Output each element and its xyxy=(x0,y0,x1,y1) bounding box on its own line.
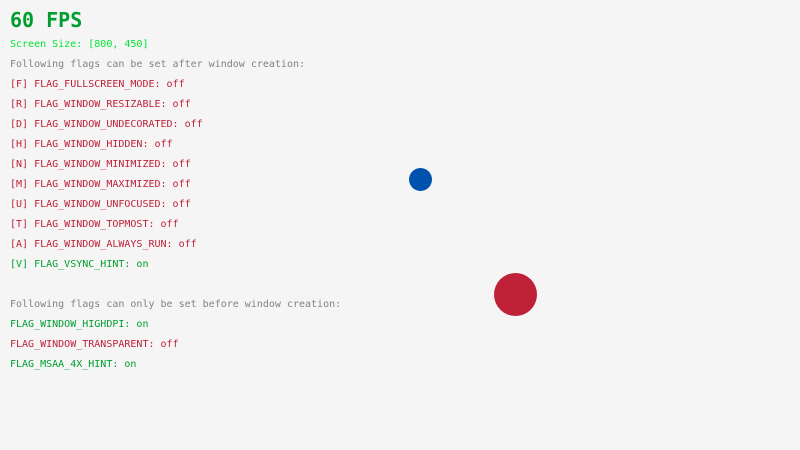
flag-row: [D] FLAG_WINDOW_UNDECORATED: off xyxy=(10,119,203,130)
flag-list-before-creation: FLAG_WINDOW_HIGHDPI: on FLAG_WINDOW_TRANS… xyxy=(10,320,179,380)
flag-row: [U] FLAG_WINDOW_UNFOCUSED: off xyxy=(10,199,191,210)
flag-row: FLAG_WINDOW_HIGHDPI: on xyxy=(10,319,149,330)
flag-row: [V] FLAG_VSYNC_HINT: on xyxy=(10,259,149,270)
flag-row: [N] FLAG_WINDOW_MINIMIZED: off xyxy=(10,159,191,170)
flag-list-after-creation: [F] FLAG_FULLSCREEN_MODE: off [R] FLAG_WI… xyxy=(10,80,203,280)
screen-size-label: Screen Size: [800, 450] xyxy=(10,39,149,50)
flag-row: [A] FLAG_WINDOW_ALWAYS_RUN: off xyxy=(10,239,197,250)
red-ball xyxy=(493,272,537,316)
flag-row: FLAG_WINDOW_TRANSPARENT: off xyxy=(10,339,179,350)
flag-row: [H] FLAG_WINDOW_HIDDEN: off xyxy=(10,139,173,150)
fps-counter: 60 FPS xyxy=(10,8,83,32)
section-heading-after-creation: Following flags can be set after window … xyxy=(10,59,306,70)
blue-ball xyxy=(408,167,432,191)
flag-row: [M] FLAG_WINDOW_MAXIMIZED: off xyxy=(10,179,191,190)
flag-row: [F] FLAG_FULLSCREEN_MODE: off xyxy=(10,79,185,90)
flag-row: [R] FLAG_WINDOW_RESIZABLE: off xyxy=(10,99,191,110)
flag-row: FLAG_MSAA_4X_HINT: on xyxy=(10,359,137,370)
flag-row: [T] FLAG_WINDOW_TOPMOST: off xyxy=(10,219,179,230)
section-heading-before-creation: Following flags can only be set before w… xyxy=(10,299,342,310)
